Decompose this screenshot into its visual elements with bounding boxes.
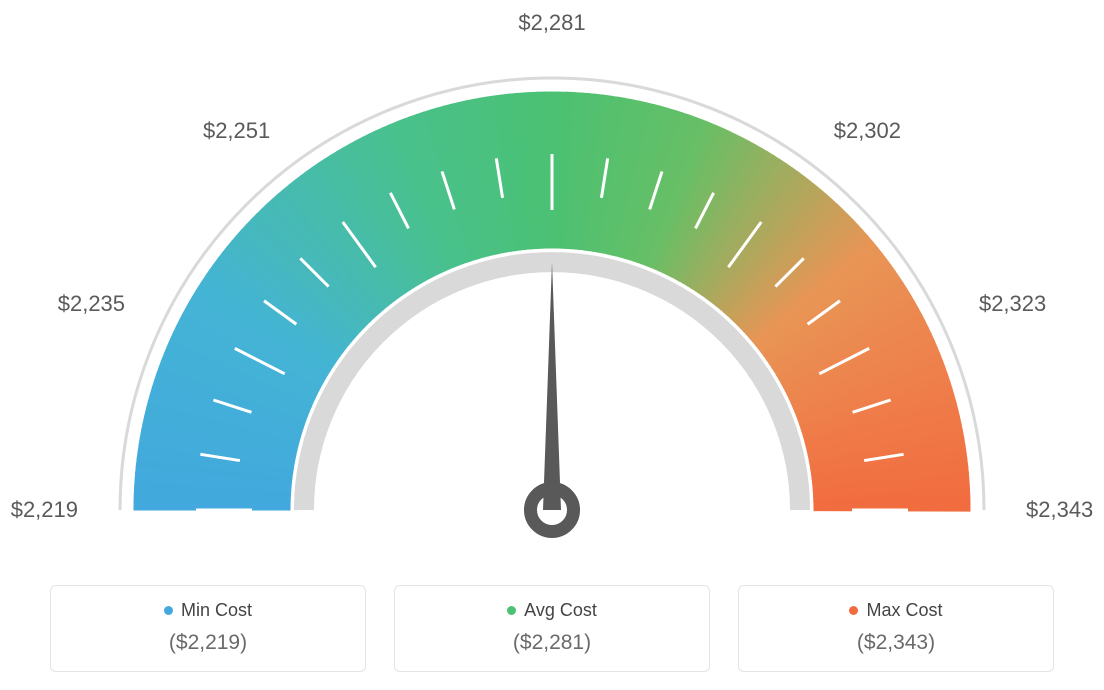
gauge-tick-label: $2,343 [1026, 497, 1093, 523]
avg-cost-card: Avg Cost ($2,281) [394, 585, 710, 672]
gauge-svg [0, 0, 1104, 560]
gauge-area: $2,219 $2,235 $2,251 $2,281 $2,302 $2,323 $2,3… [0, 0, 1104, 560]
max-dot-icon [849, 606, 858, 615]
gauge-tick-label: $2,281 [518, 10, 585, 36]
min-cost-value: ($2,219) [61, 631, 355, 655]
avg-cost-title: Avg Cost [405, 600, 699, 621]
max-cost-label: Max Cost [866, 600, 942, 621]
min-dot-icon [164, 606, 173, 615]
gauge-tick-label: $2,323 [979, 291, 1046, 317]
summary-cards: Min Cost ($2,219) Avg Cost ($2,281) Max … [50, 585, 1054, 672]
max-cost-card: Max Cost ($2,343) [738, 585, 1054, 672]
max-cost-title: Max Cost [749, 600, 1043, 621]
avg-cost-value: ($2,281) [405, 631, 699, 655]
avg-dot-icon [507, 606, 516, 615]
max-cost-value: ($2,343) [749, 631, 1043, 655]
gauge-tick-label: $2,219 [11, 497, 78, 523]
min-cost-title: Min Cost [61, 600, 355, 621]
gauge-tick-label: $2,251 [203, 118, 270, 144]
cost-gauge-widget: $2,219 $2,235 $2,251 $2,281 $2,302 $2,323 $2,3… [0, 0, 1104, 690]
gauge-tick-label: $2,302 [834, 118, 901, 144]
min-cost-card: Min Cost ($2,219) [50, 585, 366, 672]
gauge-tick-label: $2,235 [58, 291, 125, 317]
avg-cost-label: Avg Cost [524, 600, 597, 621]
min-cost-label: Min Cost [181, 600, 252, 621]
